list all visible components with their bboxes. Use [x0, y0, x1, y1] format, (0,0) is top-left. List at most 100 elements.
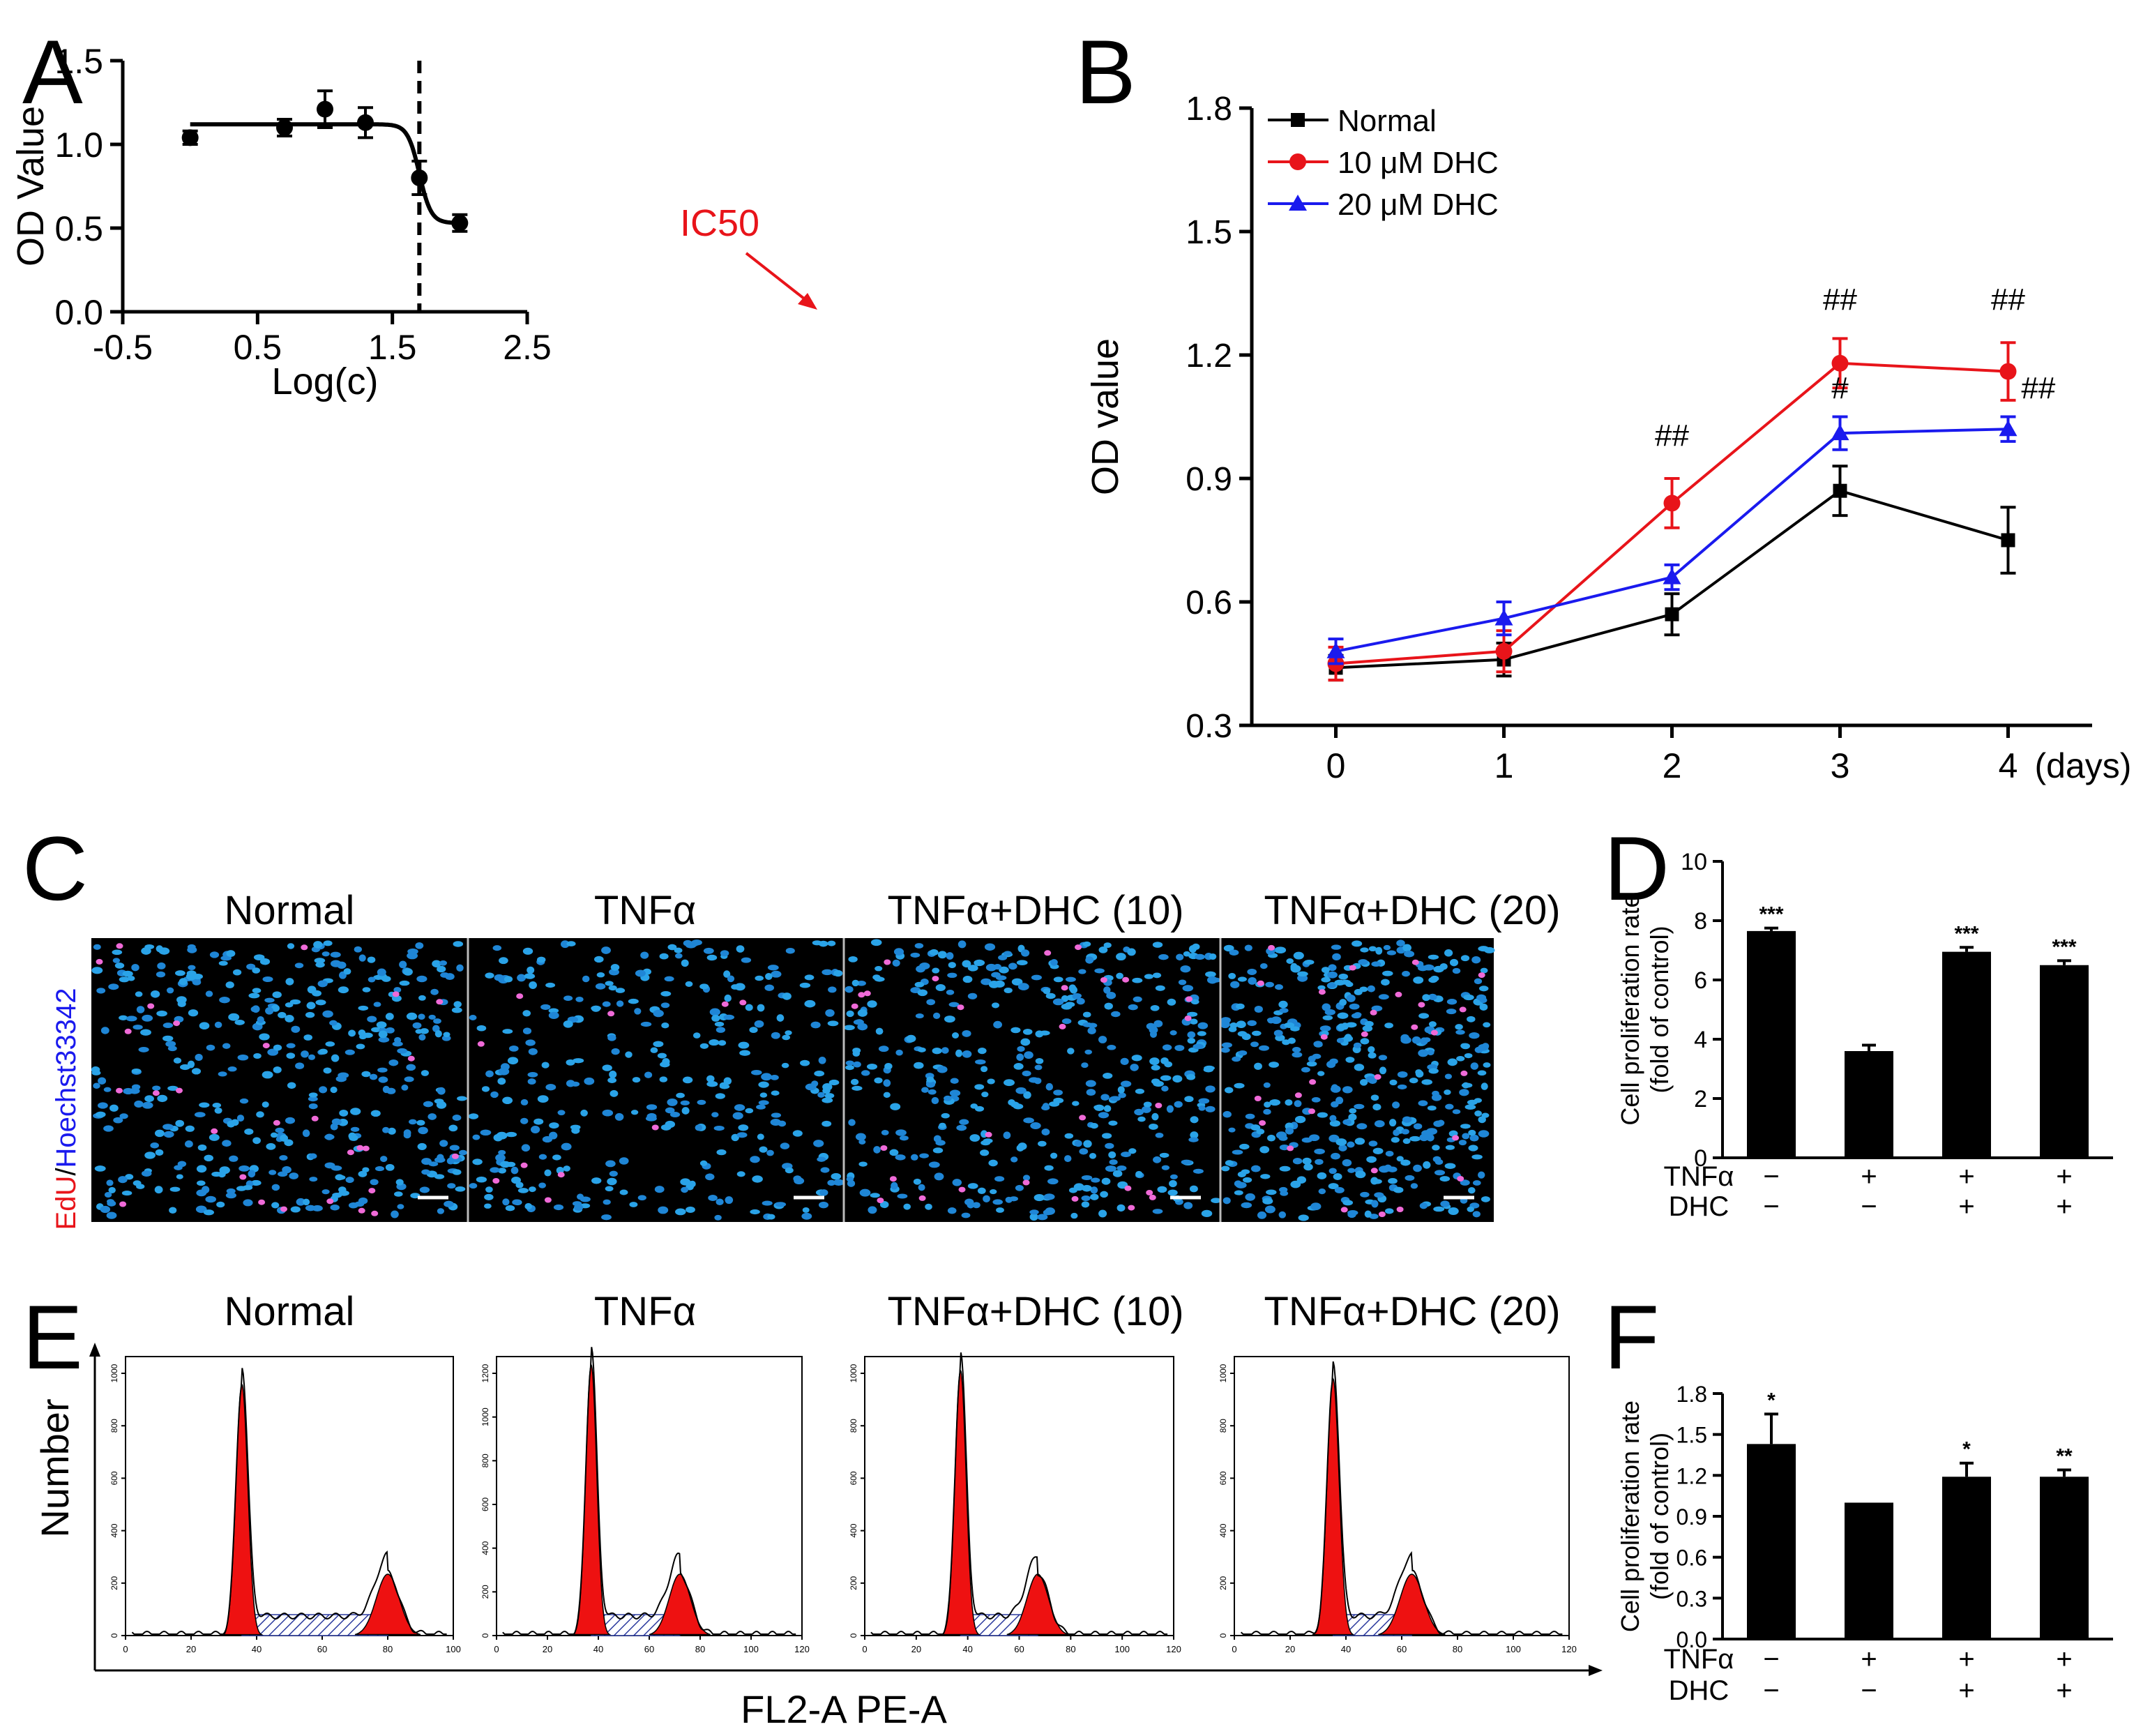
edu-positive-nucleus [368, 1188, 376, 1194]
nucleus [1402, 970, 1410, 977]
nucleus [1418, 1100, 1428, 1106]
nucleus [956, 1124, 967, 1131]
nucleus [1151, 1064, 1160, 1071]
nucleus [1103, 986, 1111, 994]
nucleus [640, 951, 649, 959]
nucleus [502, 1029, 513, 1034]
d-y-label-line: (fold of control) [1645, 926, 1674, 1093]
nucleus [1477, 1070, 1487, 1076]
nucleus [319, 1086, 328, 1094]
nucleus [231, 1119, 239, 1126]
nucleus [889, 1149, 899, 1156]
nucleus [119, 976, 130, 983]
nucleus [720, 950, 729, 957]
nucleus [1074, 1140, 1082, 1147]
nucleus [1250, 1041, 1259, 1048]
nucleus [294, 963, 304, 969]
d-dhc-sign: + [2056, 1191, 2072, 1222]
edu-positive-nucleus [516, 993, 524, 999]
nucleus [154, 1186, 163, 1194]
nucleus [338, 986, 349, 994]
nucleus [757, 1004, 765, 1012]
nucleus [998, 955, 1008, 960]
edu-positive-nucleus [1411, 1024, 1418, 1030]
nucleus [1481, 1196, 1490, 1202]
nucleus [955, 1049, 963, 1057]
nucleus [1345, 1057, 1355, 1063]
nucleus [1120, 1057, 1129, 1066]
b-x-tick-label: 0 [1326, 746, 1346, 785]
nucleus [157, 1094, 168, 1103]
nucleus [1452, 967, 1461, 974]
nucleus [629, 1202, 638, 1207]
nucleus [103, 1087, 112, 1092]
nucleus [385, 1027, 395, 1034]
nucleus [162, 1124, 174, 1130]
edu-positive-nucleus [362, 1145, 370, 1152]
nucleus [104, 1191, 112, 1198]
nucleus [279, 1155, 288, 1161]
nucleus [1405, 1175, 1415, 1181]
b-legend-marker [1291, 113, 1305, 127]
a-data-point [411, 169, 428, 186]
hist-y-tick-label: 800 [109, 1419, 119, 1433]
nucleus [271, 1184, 280, 1191]
nucleus [306, 1002, 316, 1010]
edu-positive-nucleus [1457, 1176, 1464, 1182]
nucleus [395, 1179, 404, 1186]
g2-peak [1378, 1573, 1446, 1636]
nucleus [1468, 1186, 1476, 1194]
edu-positive-nucleus [1459, 1006, 1467, 1013]
nucleus [155, 1149, 164, 1156]
nucleus [1121, 1152, 1131, 1158]
nucleus [771, 1112, 782, 1118]
nucleus [1187, 1031, 1196, 1039]
nucleus [1041, 1128, 1050, 1136]
nucleus [481, 1086, 490, 1092]
nucleus [1463, 994, 1474, 1001]
nucleus [1464, 1052, 1473, 1059]
nucleus [1174, 1045, 1185, 1051]
nucleus [1141, 1105, 1151, 1113]
nucleus [708, 1195, 718, 1201]
nucleus [1108, 1151, 1116, 1158]
nucleus [1428, 954, 1439, 960]
edu-positive-nucleus [557, 1172, 565, 1178]
nucleus [358, 1170, 368, 1177]
nucleus [827, 940, 836, 946]
nucleus [1137, 1116, 1146, 1122]
nucleus [107, 1200, 116, 1207]
edu-positive-nucleus [407, 1055, 415, 1062]
nucleus [416, 975, 427, 983]
edu-positive-nucleus [1318, 989, 1326, 995]
d-bar [1747, 930, 1796, 1158]
nucleus [1094, 968, 1105, 974]
hist-x-tick-label: 40 [962, 1644, 972, 1654]
nucleus [946, 952, 954, 960]
nucleus [601, 1214, 612, 1221]
nucleus [734, 1104, 745, 1111]
nucleus [1176, 953, 1184, 961]
nucleus [548, 1008, 559, 1013]
hist-y-tick-label: 400 [109, 1523, 119, 1537]
nucleus [1167, 1189, 1178, 1196]
nucleus [1346, 994, 1356, 1002]
nucleus [308, 1092, 318, 1098]
nucleus [1474, 1046, 1483, 1053]
nucleus [1022, 1175, 1031, 1181]
nucleus [1042, 1103, 1050, 1110]
nucleus [1017, 983, 1029, 990]
nucleus [681, 1186, 688, 1193]
nucleus [1345, 981, 1354, 988]
nucleus [348, 1029, 356, 1037]
nucleus [1013, 1063, 1024, 1070]
hist-x-tick-label: 120 [794, 1644, 810, 1654]
nucleus [664, 976, 674, 982]
nucleus [399, 960, 407, 969]
nucleus [358, 1197, 368, 1205]
nucleus [114, 963, 125, 969]
nucleus [1472, 1211, 1481, 1218]
nucleus [1368, 1140, 1378, 1147]
nucleus [745, 1108, 754, 1114]
nucleus [236, 1186, 247, 1191]
